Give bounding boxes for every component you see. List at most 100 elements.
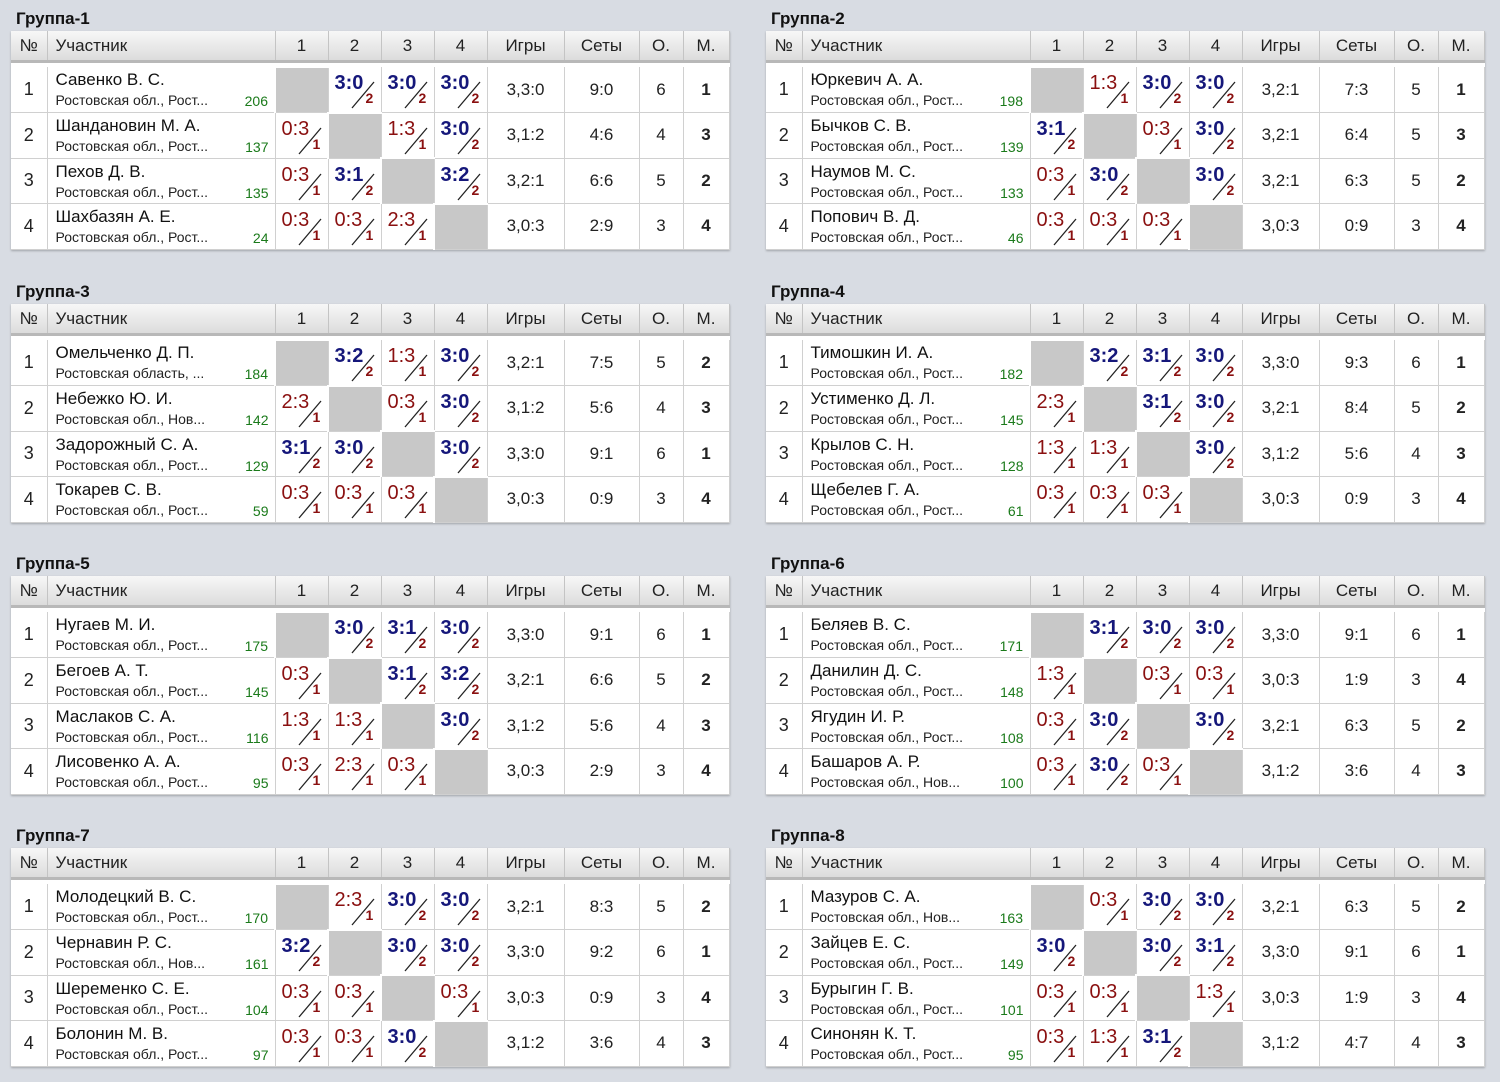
match-result-cell[interactable]: 0:3 1 bbox=[1083, 476, 1137, 523]
header-col-1[interactable]: 1 bbox=[275, 304, 329, 336]
header-col-4[interactable]: 4 bbox=[1189, 304, 1243, 336]
player-name[interactable]: Шахбазян А. Е. bbox=[55, 207, 176, 226]
match-result-cell[interactable]: 1:3 1 bbox=[381, 340, 435, 386]
header-points[interactable]: О. bbox=[1394, 304, 1439, 336]
header-sets[interactable]: Сеты bbox=[564, 31, 640, 63]
participant-cell[interactable]: Ягудин И. Р. Ростовская обл., Рост... 108 bbox=[802, 703, 1031, 749]
participant-cell[interactable]: Молодецкий В. С. Ростовская обл., Рост...… bbox=[47, 884, 276, 930]
header-sets[interactable]: Сеты bbox=[564, 576, 640, 608]
header-col-3[interactable]: 3 bbox=[1136, 848, 1190, 880]
match-result-cell[interactable]: 0:3 1 bbox=[1030, 975, 1084, 1021]
match-result-cell[interactable]: 3:0 2 bbox=[1189, 340, 1243, 386]
match-result-cell[interactable]: 3:0 2 bbox=[434, 340, 488, 386]
header-num[interactable]: № bbox=[11, 576, 48, 608]
participant-cell[interactable]: Болонин М. В. Ростовская обл., Рост... 97 bbox=[47, 1020, 276, 1067]
participant-cell[interactable]: Щебелев Г. А. Ростовская обл., Рост... 61 bbox=[802, 476, 1031, 523]
match-result-cell[interactable]: 3:0 2 bbox=[328, 431, 382, 477]
header-num[interactable]: № bbox=[766, 304, 803, 336]
participant-cell[interactable]: Бегоев А. Т. Ростовская обл., Рост... 145 bbox=[47, 657, 276, 704]
header-place[interactable]: М. bbox=[1438, 304, 1485, 336]
participant-cell[interactable]: Зайцев Е. С. Ростовская обл., Рост... 149 bbox=[802, 929, 1031, 976]
header-place[interactable]: М. bbox=[1438, 31, 1485, 63]
match-result-cell[interactable]: 3:1 2 bbox=[1136, 385, 1190, 432]
match-result-cell[interactable]: 2:3 1 bbox=[275, 385, 329, 432]
participant-cell[interactable]: Попович В. Д. Ростовская обл., Рост... 46 bbox=[802, 203, 1031, 250]
participant-cell[interactable]: Синонян К. Т. Ростовская обл., Рост... 95 bbox=[802, 1020, 1031, 1067]
header-points[interactable]: О. bbox=[1394, 576, 1439, 608]
match-result-cell[interactable]: 3:0 2 bbox=[1189, 385, 1243, 432]
player-name[interactable]: Пехов Д. В. bbox=[55, 161, 146, 181]
match-result-cell[interactable]: 3:0 2 bbox=[1136, 67, 1190, 113]
participant-cell[interactable]: Савенко В. С. Ростовская обл., Рост... 206 bbox=[47, 67, 276, 113]
header-col-4[interactable]: 4 bbox=[1189, 576, 1243, 608]
player-name[interactable]: Савенко В. С. bbox=[55, 70, 165, 89]
header-place[interactable]: М. bbox=[1438, 576, 1485, 608]
match-result-cell[interactable]: 0:3 1 bbox=[1083, 884, 1137, 930]
header-sets[interactable]: Сеты bbox=[1319, 31, 1395, 63]
player-name[interactable]: Юркевич А. А. bbox=[810, 70, 924, 89]
match-result-cell[interactable]: 0:3 1 bbox=[328, 975, 382, 1021]
match-result-cell[interactable]: 3:0 2 bbox=[1189, 158, 1243, 204]
header-col-1[interactable]: 1 bbox=[275, 576, 329, 608]
participant-cell[interactable]: Лисовенко А. А. Ростовская обл., Рост... 9… bbox=[47, 748, 276, 795]
header-col-2[interactable]: 2 bbox=[328, 304, 382, 336]
header-participant[interactable]: Участник bbox=[47, 304, 276, 336]
match-result-cell[interactable]: 0:3 1 bbox=[381, 476, 435, 523]
participant-cell[interactable]: Омельченко Д. П. Ростовская область, ... 1… bbox=[47, 340, 276, 386]
header-place[interactable]: М. bbox=[1438, 848, 1485, 880]
header-num[interactable]: № bbox=[11, 31, 48, 63]
match-result-cell[interactable]: 3:0 2 bbox=[1083, 703, 1137, 749]
header-points[interactable]: О. bbox=[639, 576, 684, 608]
match-result-cell[interactable]: 0:3 1 bbox=[1136, 657, 1190, 704]
header-place[interactable]: М. bbox=[683, 304, 730, 336]
match-result-cell[interactable]: 3:2 2 bbox=[328, 340, 382, 386]
match-result-cell[interactable]: 0:3 1 bbox=[275, 1020, 329, 1067]
participant-cell[interactable]: Данилин Д. С. Ростовская обл., Рост... 148 bbox=[802, 657, 1031, 704]
header-col-3[interactable]: 3 bbox=[1136, 576, 1190, 608]
match-result-cell[interactable]: 3:0 2 bbox=[1030, 929, 1084, 976]
header-sets[interactable]: Сеты bbox=[564, 304, 640, 336]
match-result-cell[interactable]: 1:3 1 bbox=[328, 703, 382, 749]
match-result-cell[interactable]: 0:3 1 bbox=[1030, 203, 1084, 250]
match-result-cell[interactable]: 0:3 1 bbox=[1136, 748, 1190, 795]
header-col-1[interactable]: 1 bbox=[1030, 576, 1084, 608]
match-result-cell[interactable]: 3:0 2 bbox=[434, 884, 488, 930]
header-points[interactable]: О. bbox=[639, 304, 684, 336]
match-result-cell[interactable]: 3:1 2 bbox=[1136, 1020, 1190, 1067]
match-result-cell[interactable]: 3:0 2 bbox=[434, 929, 488, 976]
header-num[interactable]: № bbox=[11, 848, 48, 880]
player-name[interactable]: Беляев В. С. bbox=[810, 615, 911, 634]
match-result-cell[interactable]: 3:2 2 bbox=[434, 158, 488, 204]
participant-cell[interactable]: Устименко Д. Л. Ростовская обл., Рост... 1… bbox=[802, 385, 1031, 432]
match-result-cell[interactable]: 1:3 1 bbox=[1030, 431, 1084, 477]
player-name[interactable]: Задорожный С. А. bbox=[55, 434, 199, 454]
match-result-cell[interactable]: 0:3 1 bbox=[1136, 112, 1190, 159]
header-col-4[interactable]: 4 bbox=[1189, 848, 1243, 880]
player-name[interactable]: Небежко Ю. И. bbox=[55, 389, 173, 408]
match-result-cell[interactable]: 3:0 2 bbox=[381, 1020, 435, 1067]
match-result-cell[interactable]: 0:3 1 bbox=[1189, 657, 1243, 704]
match-result-cell[interactable]: 3:0 2 bbox=[381, 884, 435, 930]
header-col-3[interactable]: 3 bbox=[381, 848, 435, 880]
match-result-cell[interactable]: 0:3 1 bbox=[275, 975, 329, 1021]
header-sets[interactable]: Сеты bbox=[1319, 304, 1395, 336]
match-result-cell[interactable]: 3:0 2 bbox=[381, 929, 435, 976]
header-col-3[interactable]: 3 bbox=[381, 304, 435, 336]
player-name[interactable]: Бурыгин Г. В. bbox=[810, 978, 914, 998]
header-games[interactable]: Игры bbox=[1242, 848, 1320, 880]
player-name[interactable]: Щебелев Г. А. bbox=[810, 480, 920, 499]
player-name[interactable]: Маслаков С. А. bbox=[55, 706, 176, 726]
header-col-4[interactable]: 4 bbox=[434, 848, 488, 880]
player-name[interactable]: Бегоев А. Т. bbox=[55, 661, 149, 680]
participant-cell[interactable]: Бурыгин Г. В. Ростовская обл., Рост... 101 bbox=[802, 975, 1031, 1021]
header-games[interactable]: Игры bbox=[487, 576, 565, 608]
player-name[interactable]: Токарев С. В. bbox=[55, 480, 162, 499]
header-points[interactable]: О. bbox=[639, 848, 684, 880]
header-col-2[interactable]: 2 bbox=[1083, 848, 1137, 880]
player-name[interactable]: Омельченко Д. П. bbox=[55, 343, 195, 362]
header-col-4[interactable]: 4 bbox=[1189, 31, 1243, 63]
player-name[interactable]: Лисовенко А. А. bbox=[55, 752, 181, 771]
header-games[interactable]: Игры bbox=[1242, 304, 1320, 336]
player-name[interactable]: Болонин М. В. bbox=[55, 1024, 168, 1043]
match-result-cell[interactable]: 3:2 2 bbox=[1083, 340, 1137, 386]
